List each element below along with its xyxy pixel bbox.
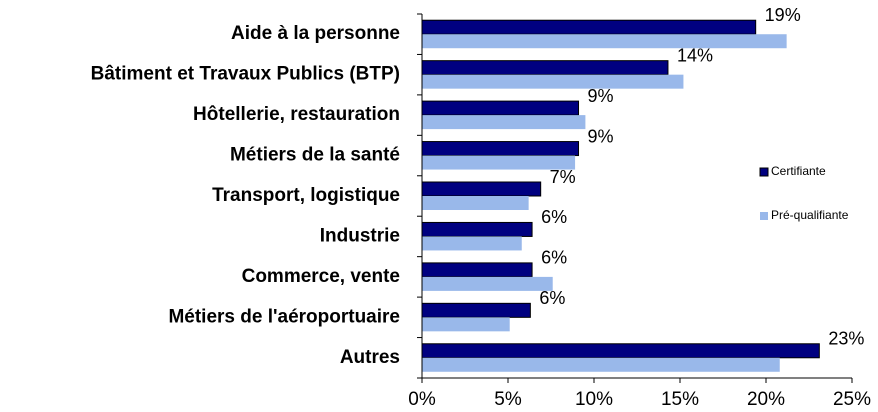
x-tick-label: 25%	[833, 389, 871, 410]
y-tick-label: Transport, logistique	[212, 185, 400, 206]
y-tick-label: Aide à la personne	[231, 23, 400, 44]
bar	[421, 100, 580, 116]
data-label: 23%	[828, 329, 864, 349]
x-tick-label: 5%	[494, 389, 522, 410]
bar	[422, 357, 780, 372]
bar	[422, 236, 522, 251]
legend-swatch	[759, 167, 769, 177]
bar	[421, 262, 533, 278]
legend-label: Certifiante	[771, 164, 826, 178]
bar	[421, 60, 669, 76]
legend-label: Pré-qualifiante	[771, 208, 849, 222]
bar	[421, 181, 542, 197]
data-label: 19%	[765, 5, 801, 25]
data-label: 6%	[541, 248, 567, 268]
y-tick-label: Métiers de l'aéroportuaire	[168, 306, 400, 327]
bar	[421, 302, 531, 318]
legend-swatch	[760, 212, 768, 220]
y-tick-label: Hôtellerie, restauration	[193, 104, 400, 125]
bar	[422, 74, 684, 89]
x-tick-label: 20%	[747, 389, 785, 410]
bar	[422, 115, 586, 130]
y-tick-label: Industrie	[320, 225, 400, 246]
bar	[422, 155, 576, 170]
bar	[422, 34, 787, 49]
bar	[422, 276, 553, 291]
bar	[422, 196, 529, 210]
data-label: 7%	[550, 167, 576, 187]
data-label: 9%	[588, 86, 614, 106]
x-tick-label: 0%	[408, 389, 436, 410]
y-tick-label: Bâtiment et Travaux Publics (BTP)	[91, 64, 400, 85]
data-label: 6%	[541, 207, 567, 227]
bar	[422, 317, 510, 332]
data-label: 14%	[677, 45, 713, 65]
data-label: 6%	[539, 288, 565, 308]
bar	[421, 141, 580, 157]
y-tick-label: Métiers de la santé	[230, 145, 400, 166]
data-label: 9%	[588, 126, 614, 146]
x-tick-label: 15%	[661, 389, 699, 410]
bar	[421, 19, 757, 35]
y-tick-label: Autres	[340, 347, 400, 368]
bar	[421, 221, 533, 237]
bar	[421, 343, 820, 359]
y-tick-label: Commerce, vente	[242, 266, 400, 287]
x-tick-label: 10%	[575, 389, 613, 410]
